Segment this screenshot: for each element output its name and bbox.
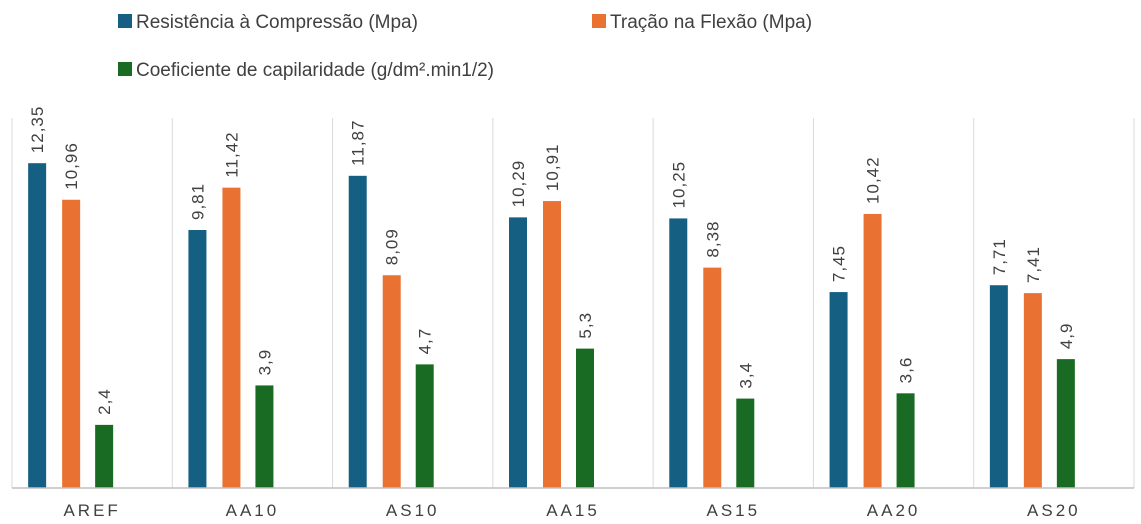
bar-AA10-series-1 <box>188 229 207 488</box>
data-label-AA15-series-3: 5,3 <box>576 312 595 339</box>
legend-label-1: Resistência à Compressão (Mpa) <box>136 12 418 33</box>
x-tick-label-AS10: AS10 <box>386 501 440 520</box>
bars <box>28 163 1075 489</box>
bar-AREF-series-3 <box>95 424 114 488</box>
bar-AS20-series-3 <box>1056 359 1075 488</box>
bar-AS10-series-1 <box>348 175 367 488</box>
data-label-AS20-series-3: 4,9 <box>1057 322 1076 349</box>
data-labels: 12,35 10,96 2,4 9,81 11,42 3,9 11,87 8,09 4,7 10,… <box>28 106 1076 415</box>
bar-AA15-series-3 <box>576 348 594 488</box>
bar-AA15-series-2 <box>543 201 561 488</box>
data-label-AREF-series-1: 12,35 <box>28 106 47 154</box>
bar-AS10-series-3 <box>415 364 434 488</box>
data-label-AA15-series-2: 10,91 <box>543 144 562 192</box>
data-label-AS10-series-1: 11,87 <box>349 120 368 166</box>
legend-swatch-2 <box>592 14 606 28</box>
legend-swatch-1 <box>118 14 132 28</box>
data-label-AREF-series-3: 2,4 <box>95 388 114 415</box>
x-tick-label-AA15: AA15 <box>546 501 600 520</box>
bar-AS20-series-1 <box>989 285 1008 488</box>
data-label-AS10-series-2: 8,09 <box>383 228 402 265</box>
bar-AS15-series-1 <box>669 218 688 489</box>
bar-AA20-series-2 <box>863 213 882 489</box>
bar-AREF-series-1 <box>28 163 47 488</box>
data-label-AA10-series-3: 3,9 <box>255 349 274 376</box>
legend-label-2: Tração na Flexão (Mpa) <box>610 12 812 33</box>
gridlines <box>11 118 1135 488</box>
bar-AS15-series-2 <box>703 267 722 488</box>
data-label-AS15-series-1: 10,25 <box>669 161 688 209</box>
x-tick-label-AS20: AS20 <box>1027 501 1081 520</box>
x-tick-label-AA10: AA10 <box>226 501 280 520</box>
data-label-AA20-series-1: 7,45 <box>830 245 849 282</box>
data-label-AS20-series-2: 7,41 <box>1024 246 1043 283</box>
bar-AS20-series-2 <box>1023 293 1042 488</box>
data-label-AS15-series-3: 3,4 <box>736 362 755 389</box>
bar-AA10-series-3 <box>255 385 274 488</box>
data-label-AA20-series-3: 3,6 <box>897 357 916 384</box>
bar-AA10-series-2 <box>222 187 241 489</box>
data-label-AA10-series-1: 9,81 <box>188 183 207 220</box>
legend-swatch-3 <box>118 62 132 76</box>
data-label-AA10-series-2: 11,42 <box>222 131 241 177</box>
data-label-AA15-series-1: 10,29 <box>509 160 528 208</box>
bar-AA20-series-1 <box>829 292 848 488</box>
bar-AS15-series-3 <box>736 398 755 488</box>
data-label-AA20-series-2: 10,42 <box>864 156 883 204</box>
data-label-AS10-series-3: 4,7 <box>416 328 435 355</box>
x-tick-label-AS15: AS15 <box>706 501 760 520</box>
bar-AREF-series-2 <box>62 199 81 488</box>
data-label-AS20-series-1: 7,71 <box>990 238 1009 275</box>
data-label-AREF-series-2: 10,96 <box>62 142 81 190</box>
bar-AA20-series-3 <box>896 393 915 488</box>
bar-AS10-series-2 <box>382 275 401 488</box>
bar-AA15-series-1 <box>509 217 527 489</box>
data-label-AS15-series-2: 8,38 <box>703 221 722 258</box>
legend: Resistência à Compressão (Mpa) Tração na … <box>118 12 812 81</box>
category-labels: AREF AA10 AS10 AA15 AS15 AA20 AS20 <box>63 501 1081 520</box>
x-tick-label-AREF: AREF <box>63 501 120 520</box>
x-tick-label-AA20: AA20 <box>867 501 921 520</box>
legend-label-3: Coeficiente de capilaridade (g/dm².min1/… <box>136 60 494 81</box>
